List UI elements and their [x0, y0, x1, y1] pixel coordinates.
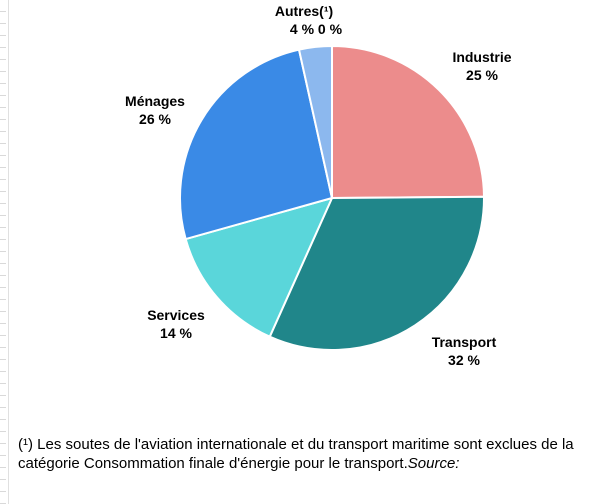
footnote: (¹) Les soutes de l'aviation internation…: [18, 435, 578, 473]
pie-slice-2: [268, 195, 486, 351]
slice-name-label: Transport: [432, 334, 497, 350]
pie-slice-4: [179, 48, 333, 241]
slice-value-label: 32 %: [448, 352, 480, 368]
slice-name-label: Services: [147, 307, 205, 323]
pie-slices: [179, 44, 486, 351]
slice-value-label: 25 %: [466, 67, 498, 83]
source-label: Source:: [407, 455, 460, 472]
pie-slice-3: [184, 197, 333, 338]
pie-slice-5: [298, 44, 333, 199]
slice-name-label: Ménages: [125, 93, 185, 109]
slice-value-label: 26 %: [139, 111, 171, 127]
slice-name-label: Industrie: [452, 49, 511, 65]
pie-slice-1: [331, 45, 485, 199]
footnote-text: (¹) Les soutes de l'aviation internation…: [18, 436, 574, 472]
slice-name-label: Autres(¹): [275, 3, 333, 19]
slice-value-label: 4 % 0 %: [290, 21, 343, 37]
pie-chart: Industrie 25 % Transport 32 % Services 14 % Mé…: [125, 3, 512, 368]
pie-labels: Industrie 25 % Transport 32 % Services 14 % Mé…: [125, 3, 512, 368]
left-ruler: [0, 0, 9, 504]
slice-value-label: 14 %: [160, 325, 192, 341]
